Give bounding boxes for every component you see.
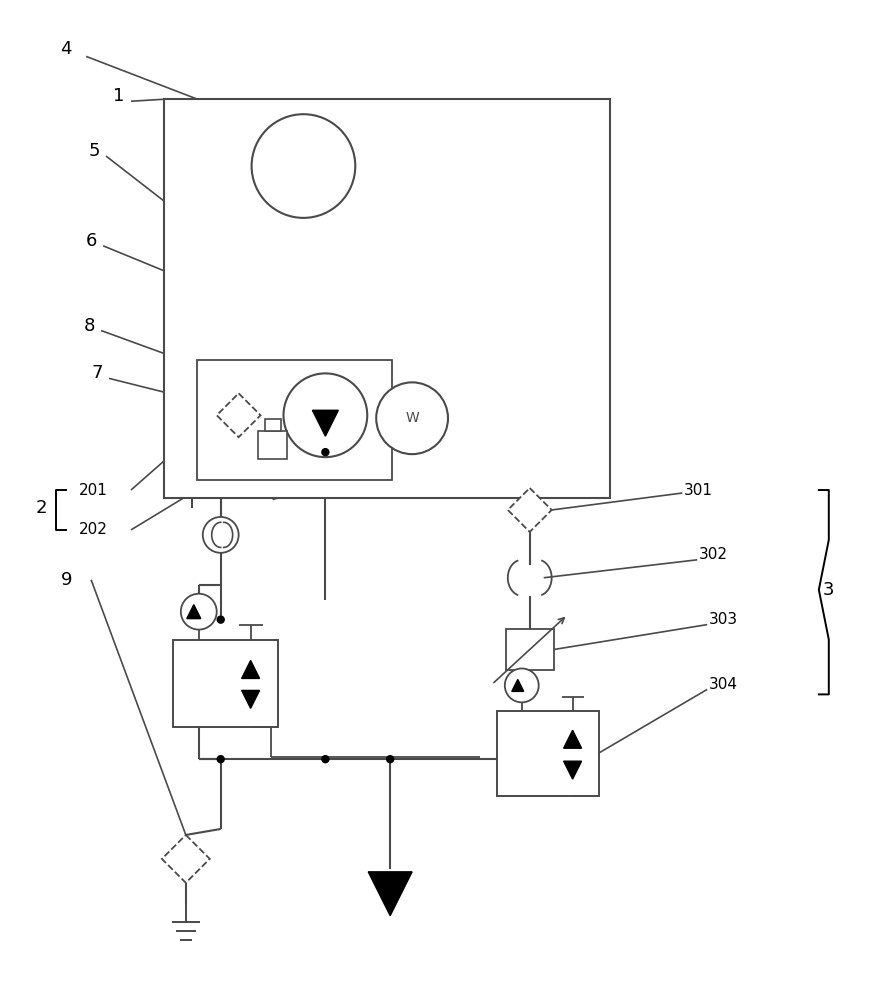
Bar bbox=[173, 640, 277, 727]
Text: 302: 302 bbox=[699, 547, 728, 562]
Bar bbox=[257, 431, 288, 459]
Circle shape bbox=[217, 616, 225, 623]
Text: 8: 8 bbox=[84, 317, 94, 335]
Circle shape bbox=[376, 382, 448, 454]
Text: 7: 7 bbox=[92, 364, 102, 382]
Polygon shape bbox=[241, 660, 259, 678]
Text: 304: 304 bbox=[709, 677, 738, 692]
Circle shape bbox=[387, 756, 394, 763]
Bar bbox=[497, 711, 599, 796]
Bar bbox=[506, 629, 553, 670]
Text: 202: 202 bbox=[79, 522, 108, 537]
Circle shape bbox=[322, 756, 329, 763]
Polygon shape bbox=[217, 393, 260, 437]
Polygon shape bbox=[241, 690, 259, 708]
Text: 2: 2 bbox=[36, 499, 47, 517]
Polygon shape bbox=[368, 872, 413, 916]
Text: 201: 201 bbox=[79, 483, 108, 498]
Text: W: W bbox=[405, 411, 419, 425]
Circle shape bbox=[181, 594, 217, 630]
Text: 9: 9 bbox=[61, 571, 72, 589]
Circle shape bbox=[505, 668, 539, 702]
Circle shape bbox=[203, 517, 239, 553]
Text: 6: 6 bbox=[86, 232, 97, 250]
Circle shape bbox=[283, 373, 367, 457]
Polygon shape bbox=[564, 761, 582, 779]
Polygon shape bbox=[564, 730, 582, 748]
Polygon shape bbox=[508, 488, 552, 532]
Bar bbox=[197, 360, 392, 480]
Circle shape bbox=[251, 114, 356, 218]
Polygon shape bbox=[511, 679, 524, 691]
Polygon shape bbox=[313, 410, 339, 436]
Text: 1: 1 bbox=[113, 87, 125, 105]
Circle shape bbox=[322, 449, 329, 456]
Circle shape bbox=[217, 756, 225, 763]
Polygon shape bbox=[162, 835, 209, 883]
Bar bbox=[265, 419, 281, 431]
Text: 303: 303 bbox=[709, 612, 739, 627]
Text: 301: 301 bbox=[684, 483, 714, 498]
Text: 5: 5 bbox=[88, 142, 100, 160]
Polygon shape bbox=[187, 605, 200, 619]
Text: 4: 4 bbox=[61, 40, 72, 58]
Text: 3: 3 bbox=[823, 581, 835, 599]
Bar bbox=[164, 99, 610, 498]
